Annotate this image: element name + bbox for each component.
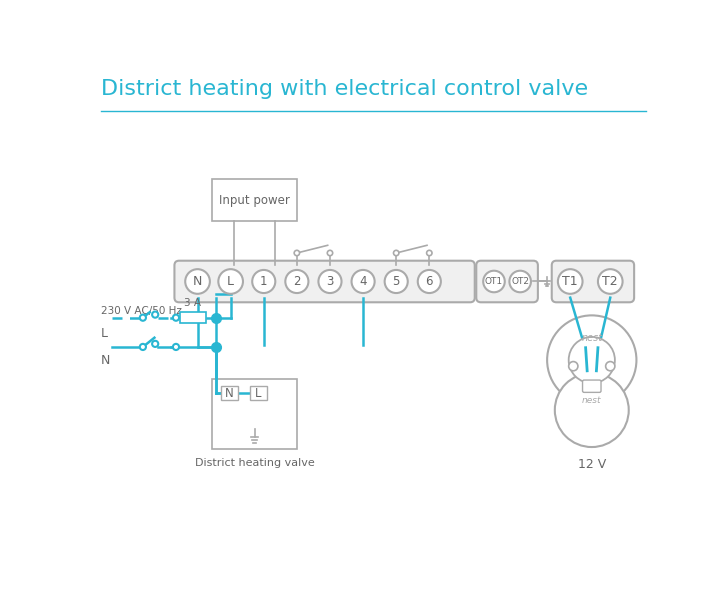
Text: nest: nest [581,333,602,343]
Text: 12 V: 12 V [577,458,606,471]
Text: 4: 4 [360,275,367,288]
Bar [180,312,206,323]
Text: OT2: OT2 [511,277,529,286]
Circle shape [606,362,615,371]
Text: N: N [225,387,234,400]
Circle shape [352,270,375,293]
Circle shape [598,269,622,294]
Bar [212,380,297,448]
Circle shape [569,337,615,383]
FancyBboxPatch shape [476,261,538,302]
Text: nest: nest [582,396,601,405]
Circle shape [173,315,179,321]
Circle shape [547,315,636,405]
Text: District heating with electrical control valve: District heating with electrical control… [100,79,587,99]
Bar [250,386,267,400]
FancyBboxPatch shape [175,261,475,302]
Bar [221,386,237,400]
Circle shape [285,270,309,293]
Circle shape [218,269,243,294]
Text: N: N [100,353,110,366]
Circle shape [152,341,158,347]
Circle shape [384,270,408,293]
Text: L: L [100,327,108,340]
Text: T1: T1 [563,275,578,288]
Circle shape [173,344,179,350]
Text: L: L [255,387,261,400]
Text: N: N [193,275,202,288]
Circle shape [252,270,275,293]
Circle shape [555,373,629,447]
Circle shape [185,269,210,294]
Text: 230 V AC/50 Hz: 230 V AC/50 Hz [100,306,181,316]
Circle shape [558,269,582,294]
Text: L: L [227,275,234,288]
Circle shape [140,344,146,350]
Circle shape [394,250,399,255]
Text: T2: T2 [603,275,618,288]
Text: 3 A: 3 A [184,298,202,308]
Circle shape [510,271,531,292]
Text: 1: 1 [260,275,267,288]
Circle shape [318,270,341,293]
Bar [212,179,297,222]
FancyBboxPatch shape [582,380,601,393]
Text: 6: 6 [426,275,433,288]
Circle shape [294,250,299,255]
Circle shape [328,250,333,255]
FancyBboxPatch shape [552,261,634,302]
Circle shape [152,311,158,318]
Text: Input power: Input power [219,194,290,207]
Circle shape [483,271,505,292]
Text: 3: 3 [326,275,333,288]
Text: 2: 2 [293,275,301,288]
Circle shape [427,250,432,255]
Text: District heating valve: District heating valve [194,458,314,468]
Circle shape [140,315,146,321]
Text: 5: 5 [392,275,400,288]
Circle shape [418,270,441,293]
Text: OT1: OT1 [485,277,503,286]
Circle shape [569,362,578,371]
